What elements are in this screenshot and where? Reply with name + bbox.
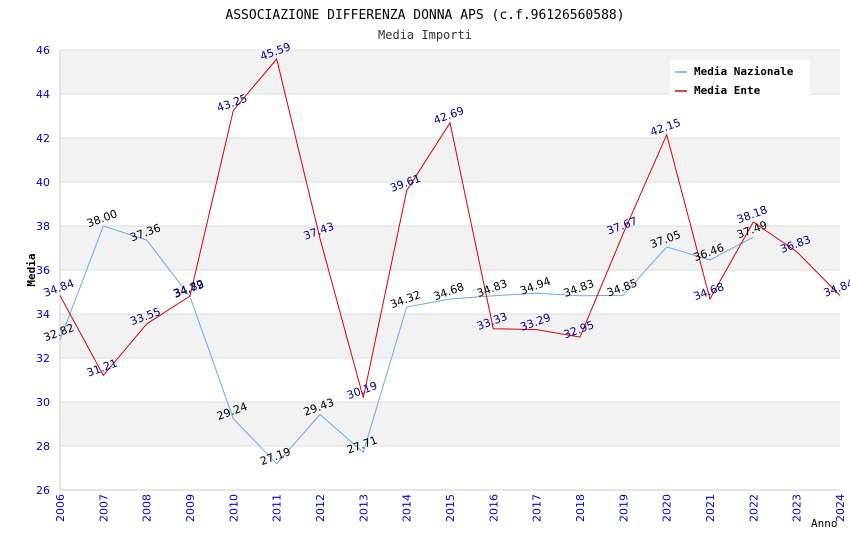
x-tick-label: 2014 (401, 494, 414, 522)
x-tick-label: 2006 (54, 494, 67, 522)
x-tick-label: 2009 (184, 494, 197, 522)
x-tick-label: 2019 (617, 494, 630, 522)
y-tick-labels: 26 28 30 32 34 36 38 40 42 44 46 (36, 44, 50, 497)
data-label: 42.69 (432, 104, 466, 127)
data-label: 27.19 (258, 445, 292, 468)
y-tick-label: 28 (36, 440, 50, 453)
x-tick-label: 2018 (574, 494, 587, 522)
chart-title: ASSOCIAZIONE DIFFERENZA DONNA APS (c.f.9… (225, 8, 624, 23)
data-label: 34.84 (42, 277, 76, 300)
y-tick-label: 38 (36, 220, 50, 233)
series-lines (59, 57, 841, 465)
y-tick-label: 30 (36, 396, 50, 409)
x-tick-label: 2011 (271, 494, 284, 522)
data-label: 34.68 (692, 280, 726, 303)
y-tick-label: 46 (36, 44, 50, 57)
chart-subtitle: Media Importi (378, 28, 472, 42)
legend-label-ente: Media Ente (694, 84, 761, 97)
y-tick-label: 40 (36, 176, 50, 189)
data-label: 34.68 (432, 280, 466, 303)
y-tick-label: 44 (36, 88, 50, 101)
x-tick-label: 2016 (487, 494, 500, 522)
x-tick-label: 2008 (141, 494, 154, 522)
data-label: 31.21 (85, 357, 119, 380)
x-tick-label: 2012 (314, 494, 327, 522)
x-tick-label: 2007 (97, 494, 110, 522)
grid-band (60, 314, 840, 358)
grid-band (60, 402, 840, 446)
data-label: 34.83 (475, 277, 509, 300)
y-tick-label: 26 (36, 484, 50, 497)
data-label: 43.25 (215, 92, 249, 115)
x-tick-label: 2022 (747, 494, 760, 522)
grid-band (60, 138, 840, 182)
y-tick-label: 32 (36, 352, 50, 365)
series-line-1 (59, 57, 841, 398)
legend: Media Nazionale Media Ente (670, 60, 810, 98)
y-axis-label: Media (25, 253, 38, 286)
series-line-0 (59, 225, 754, 465)
x-axis-label: Anno (811, 517, 838, 530)
grid-bands (60, 50, 840, 446)
data-label: 34.32 (388, 288, 422, 311)
legend-box (670, 60, 810, 98)
x-tick-label: 2015 (444, 494, 457, 522)
grid-lines (60, 49, 840, 491)
x-tick-label: 2024 (834, 494, 847, 522)
x-tick-label: 2017 (531, 494, 544, 522)
data-label: 42.15 (648, 116, 682, 139)
x-tick-label: 2020 (661, 494, 674, 522)
data-label: 30.19 (345, 379, 379, 402)
grid-band (60, 226, 840, 270)
x-tick-label: 2023 (791, 494, 804, 522)
y-tick-label: 42 (36, 132, 50, 145)
y-tick-label: 36 (36, 264, 50, 277)
x-tick-label: 2013 (357, 494, 370, 522)
x-tick-label: 2010 (227, 494, 240, 522)
x-tick-labels: 2006 2007 2008 2009 2010 2011 2012 2013 2014 2015… (54, 494, 847, 522)
x-tick-label: 2021 (704, 494, 717, 522)
legend-label-nazionale: Media Nazionale (694, 65, 794, 78)
y-tick-label: 34 (36, 308, 50, 321)
data-label: 34.84 (822, 277, 850, 300)
data-label: 34.85 (605, 277, 639, 300)
data-label: 34.83 (562, 277, 596, 300)
